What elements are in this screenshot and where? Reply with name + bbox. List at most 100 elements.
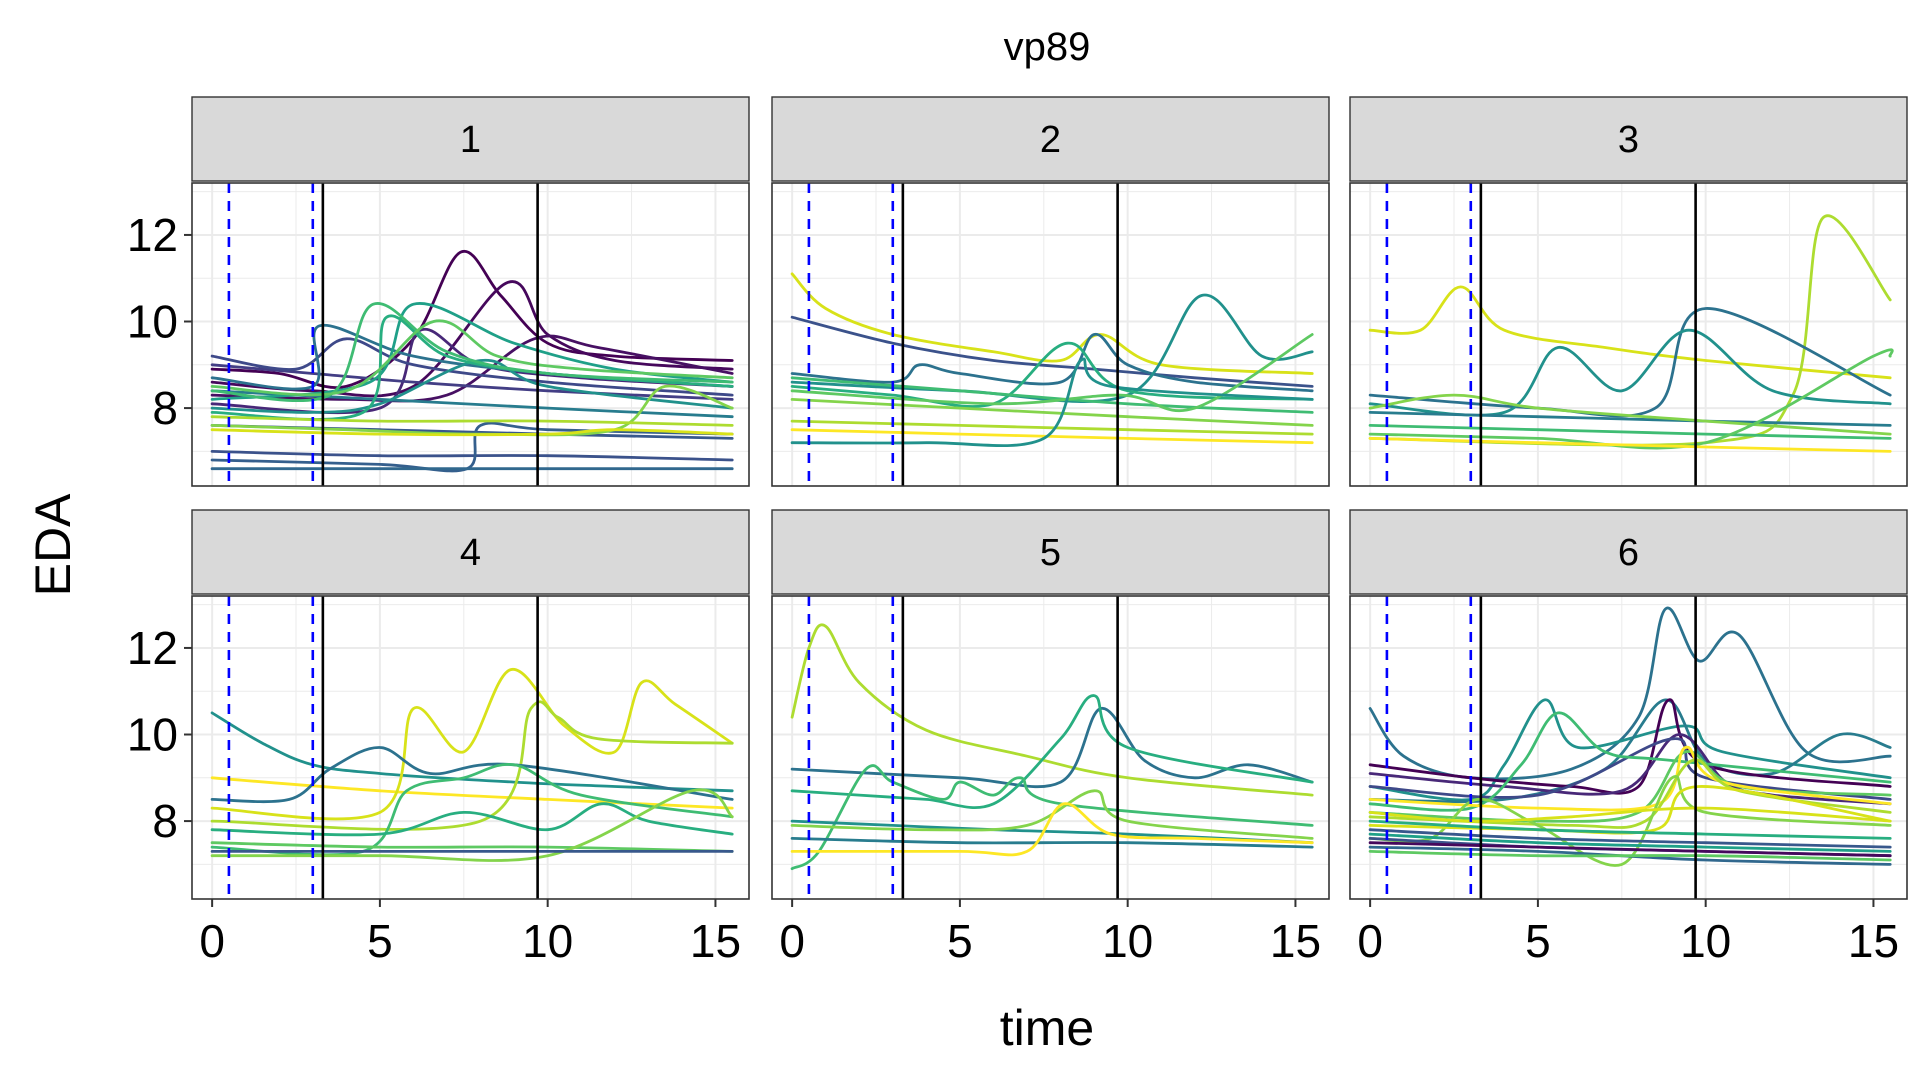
series-line-1 [790,272,1314,375]
series-group [210,668,734,862]
facet-strip [771,96,1330,182]
series-line-3 [790,694,1314,809]
series-line-7 [210,802,734,837]
x-tick-label: 15 [1270,915,1321,967]
series-line-1 [210,711,734,793]
y-tick-label: 12 [127,209,178,261]
series-line-9 [790,419,1314,436]
x-tick-label: 0 [779,915,805,967]
series-line-16 [210,302,734,403]
series-line-2 [210,776,734,810]
series-line-13 [1368,819,1892,840]
y-tick-label: 10 [127,296,178,348]
series-group [210,249,734,473]
gridlines [772,183,1329,486]
series-group [790,272,1314,448]
facet-panel-5: 5 0 5 10 15 [771,509,1330,967]
x-tick-label: 5 [1525,915,1551,967]
series-group [1368,214,1894,453]
series-line-17 [210,319,734,397]
series-line-4 [210,700,734,831]
chart-title: vp89 [1004,25,1091,69]
facet-strip [1349,509,1908,595]
series-line-12 [1368,785,1892,835]
plot-area [772,596,1329,899]
series-line-6 [790,376,1314,414]
panel-border [191,182,750,487]
facet-strip [771,509,1330,595]
y-tick-label: 8 [152,795,178,847]
series-line-11 [790,357,1314,448]
series-line-1 [210,249,734,389]
x-tick-label: 0 [199,915,225,967]
series-line-6 [1368,424,1892,440]
series-line-6 [210,337,734,397]
facet-strip-label: 1 [460,119,481,161]
x-tick-label: 0 [1357,915,1383,967]
x-tick-label: 10 [522,915,573,967]
series-line-13 [210,358,734,414]
series-line-18 [1368,832,1892,853]
x-tick-label: 10 [1102,915,1153,967]
facet-panel-6: 6 0 5 10 15 [1349,509,1908,967]
series-line-1 [790,623,1314,797]
series-line-7 [1368,711,1892,812]
series-line-2 [790,315,1314,388]
facet-strip [191,509,750,595]
x-tick-label: 10 [1680,915,1731,967]
series-line-7 [790,333,1314,413]
series-line-19 [1368,850,1892,862]
series-line-6 [210,762,734,857]
series-line-8 [210,450,734,462]
facet-strip-label: 4 [460,532,481,574]
series-line-9 [1368,437,1892,453]
series-line-14 [210,302,734,401]
series-line-6 [1368,737,1892,801]
series-group [790,623,1314,871]
facet-panel-3: 3 [1349,96,1908,487]
series-line-14 [1368,828,1892,849]
plot-area [192,183,749,486]
series-line-20 [1368,806,1892,823]
series-line-3 [790,333,1314,393]
series-line-8 [790,802,1314,857]
series-line-8 [790,398,1314,427]
y-axis-title: EDA [25,493,81,596]
facet-panel-1: 1 8 10 12 [127,96,750,487]
gridlines [772,596,1329,899]
x-tick-label: 15 [690,915,741,967]
series-line-4 [1368,328,1892,417]
series-line-20 [210,428,734,437]
series-line-8 [210,841,734,853]
series-line-17 [1368,841,1892,858]
series-line-5 [1368,411,1892,427]
panel-border [771,182,1330,487]
panel-border [771,595,1330,900]
series-line-9 [210,788,734,862]
x-axis-title: time [1000,1000,1094,1056]
facet-strip-label: 3 [1618,119,1639,161]
series-line-7 [1368,393,1892,436]
x-tick-label: 15 [1848,915,1899,967]
facet-panel-2: 2 [771,96,1330,487]
series-line-3 [1368,307,1892,418]
facet-strip [1349,96,1908,182]
series-line-19 [210,415,734,427]
facet-strip-label: 5 [1040,532,1061,574]
facet-panel-4: 4 8 10 12 0 5 10 15 [127,509,750,967]
facet-panels: 1 8 10 12 2 3 4 8 10 12 0 5 10 15 5 0 5 10 15 6 0 5 10 15 [127,96,1908,967]
facet-strip-label: 6 [1618,532,1639,574]
facet-strip-label: 2 [1040,119,1061,161]
series-line-1 [1368,285,1892,380]
y-tick-label: 10 [127,709,178,761]
series-line-7 [790,837,1314,849]
facet-strip [191,96,750,182]
y-tick-label: 8 [152,382,178,434]
panel-border [1349,182,1908,487]
series-line-3 [210,668,734,821]
y-tick-label: 12 [127,622,178,674]
panel-border [1349,595,1908,900]
series-line-2 [1368,698,1892,802]
x-tick-label: 5 [947,915,973,967]
